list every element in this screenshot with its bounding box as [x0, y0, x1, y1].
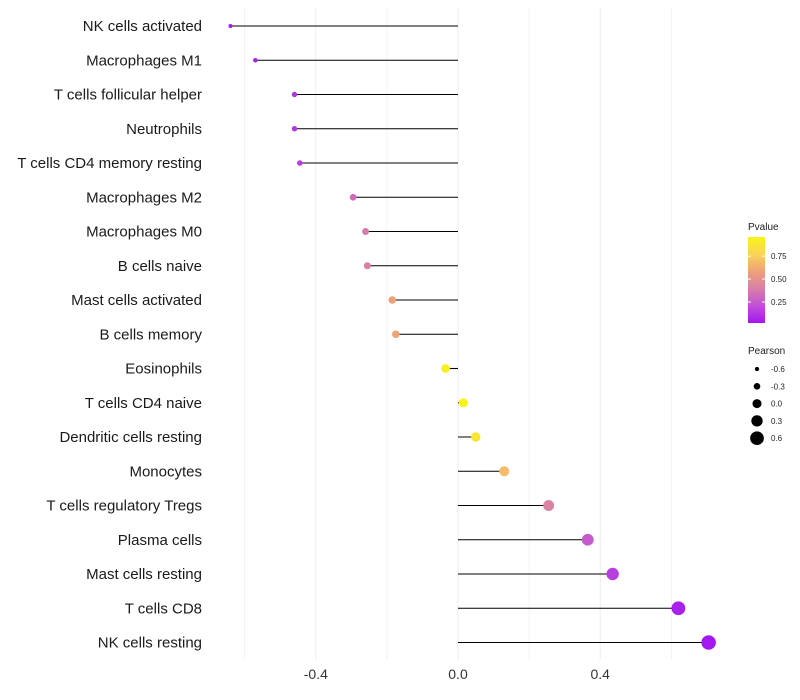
category-label: T cells CD4 memory resting: [17, 155, 202, 172]
pearson-legend-dot: [752, 399, 762, 409]
pearson-legend-label: 0.0: [771, 400, 783, 409]
category-label: B cells naive: [118, 258, 202, 275]
category-label: T cells follicular helper: [54, 87, 202, 104]
x-axis-tick-labels: -0.4 0.0 0.4: [304, 666, 610, 682]
x-tick-label: 0.4: [590, 666, 610, 682]
category-label: B cells memory: [99, 326, 202, 343]
grid-lines: [244, 8, 672, 660]
category-label: Monocytes: [129, 463, 202, 480]
point: [349, 193, 357, 201]
point: [297, 160, 303, 166]
point: [471, 432, 481, 442]
category-labels: NK cells activated Macrophages M1 T cells …: [17, 18, 202, 652]
point: [499, 466, 510, 477]
point: [581, 533, 594, 546]
pvalue-tick-label: 0.50: [771, 275, 787, 284]
pearson-legend-dot: [753, 382, 761, 390]
category-label: T cells CD4 naive: [85, 395, 202, 412]
category-label: NK cells resting: [98, 635, 202, 652]
point: [363, 262, 371, 270]
category-label: T cells CD8: [125, 600, 202, 617]
pvalue-legend-title: Pvalue: [748, 222, 779, 233]
category-label: Neutrophils: [126, 121, 202, 138]
pearson-legend-title: Pearson: [748, 346, 785, 357]
pearson-legend: Pearson -0.6 -0.3 0.0 0.3 0.6: [748, 346, 785, 446]
points: [228, 24, 716, 650]
category-label: Macrophages M2: [86, 189, 202, 206]
pearson-legend-dot: [751, 415, 763, 427]
pearson-legend-label: 0.3: [771, 417, 783, 426]
pearson-legend-dot: [754, 366, 760, 372]
pvalue-legend: Pvalue 0.25 0.50 0.75: [748, 222, 787, 323]
category-label: Macrophages M1: [86, 52, 202, 69]
point: [291, 91, 298, 98]
pvalue-tick-label: 0.75: [771, 252, 787, 261]
point: [671, 601, 686, 616]
category-label: Dendritic cells resting: [59, 429, 202, 446]
pvalue-colorbar: [748, 237, 765, 323]
x-tick-label: -0.4: [304, 666, 328, 682]
pearson-legend-label: -0.6: [771, 365, 785, 374]
point: [391, 330, 400, 339]
pvalue-tick-label: 0.25: [771, 298, 787, 307]
category-label: Mast cells activated: [71, 292, 202, 309]
point: [253, 57, 258, 63]
point: [388, 296, 397, 304]
category-label: Mast cells resting: [86, 566, 202, 583]
pearson-legend-dot: [750, 431, 764, 446]
point: [228, 24, 233, 28]
category-label: NK cells activated: [83, 18, 202, 35]
category-label: T cells regulatory Tregs: [46, 498, 202, 515]
point: [543, 500, 555, 511]
pvalue-legend-ticks: 0.25 0.50 0.75: [748, 252, 787, 307]
stems: [230, 25, 709, 644]
point: [441, 364, 450, 373]
pearson-legend-label: 0.6: [771, 434, 783, 443]
category-label: Plasma cells: [118, 532, 202, 549]
category-label: Eosinophils: [125, 361, 202, 378]
point: [458, 398, 468, 408]
point: [606, 567, 619, 581]
pearson-legend-items: -0.6 -0.3 0.0 0.3 0.6: [750, 365, 785, 446]
point: [362, 228, 370, 235]
point: [701, 635, 716, 650]
pearson-legend-label: -0.3: [771, 382, 785, 391]
point: [291, 126, 298, 132]
x-tick-label: 0.0: [448, 666, 468, 682]
category-label: Macrophages M0: [86, 224, 202, 241]
